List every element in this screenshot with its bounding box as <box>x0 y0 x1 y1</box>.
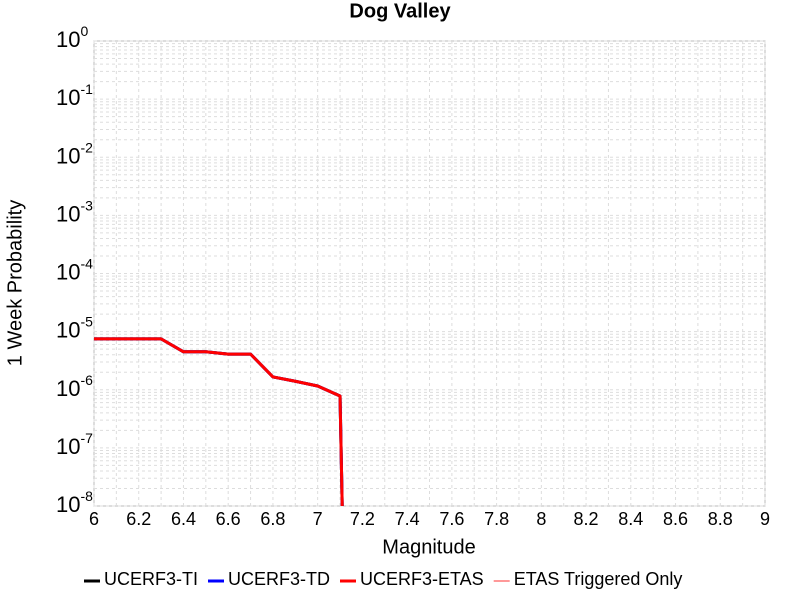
legend: UCERF3-TI UCERF3-TD UCERF3-ETAS ETAS Trigge… <box>84 569 682 589</box>
x-tick-label: 8 <box>536 509 546 529</box>
x-tick-label: 7.8 <box>484 509 509 529</box>
legend-label: UCERF3-TI <box>104 569 198 589</box>
x-tick-label: 7.2 <box>350 509 375 529</box>
y-tick-label: 10-8 <box>56 488 93 517</box>
y-tick-exponent: -1 <box>80 81 93 97</box>
x-tick-label: 8.6 <box>663 509 688 529</box>
x-tick-label: 6 <box>89 509 99 529</box>
y-tick-exponent: -6 <box>80 371 93 387</box>
x-tick-label: 6.8 <box>260 509 285 529</box>
y-tick-label: 10-2 <box>56 139 93 168</box>
y-tick-label: 10-7 <box>56 430 93 459</box>
x-tick-label: 8.2 <box>574 509 599 529</box>
x-tick-label: 6.6 <box>216 509 241 529</box>
y-tick-base: 10 <box>56 434 80 459</box>
y-tick-label: 10-1 <box>56 81 93 110</box>
x-axis-label: Magnitude <box>382 536 475 558</box>
legend-label: UCERF3-ETAS <box>360 569 484 589</box>
y-tick-base: 10 <box>56 317 80 342</box>
x-tick-label: 9 <box>760 509 770 529</box>
y-tick-base: 10 <box>56 85 80 110</box>
y-tick-label: 10-5 <box>56 313 93 342</box>
y-tick-exponent: -5 <box>80 313 93 329</box>
x-tick-label: 6.2 <box>126 509 151 529</box>
y-tick-exponent: -7 <box>80 430 93 446</box>
y-tick-exponent: -4 <box>80 255 93 271</box>
x-tick-label: 7.6 <box>439 509 464 529</box>
grid <box>93 40 766 507</box>
y-tick-base: 10 <box>56 376 80 401</box>
y-tick-exponent: 0 <box>80 23 88 39</box>
y-tick-base: 10 <box>56 143 80 168</box>
x-tick-label: 8.4 <box>618 509 643 529</box>
legend-label: UCERF3-TD <box>228 569 330 589</box>
y-tick-exponent: -8 <box>80 488 93 504</box>
x-tick-label: 7 <box>313 509 323 529</box>
y-tick-base: 10 <box>56 259 80 284</box>
y-tick-base: 10 <box>56 492 80 517</box>
y-axis-label: 1 Week Probability <box>4 200 26 366</box>
y-tick-label: 10-3 <box>56 197 93 226</box>
x-tick-label: 7.4 <box>395 509 420 529</box>
y-tick-label: 10-4 <box>56 255 93 284</box>
y-tick-exponent: -3 <box>80 197 93 213</box>
lines <box>94 337 344 506</box>
x-tick-label: 6.4 <box>171 509 196 529</box>
legend-label: ETAS Triggered Only <box>514 569 683 589</box>
chart-title: Dog Valley <box>349 0 451 22</box>
x-tick-label: 8.8 <box>708 509 733 529</box>
y-tick-base: 10 <box>56 201 80 226</box>
y-tick-label: 100 <box>56 23 88 52</box>
series-line <box>94 337 344 506</box>
y-tick-exponent: -2 <box>80 139 93 155</box>
y-tick-base: 10 <box>56 27 80 52</box>
y-tick-label: 10-6 <box>56 371 93 400</box>
